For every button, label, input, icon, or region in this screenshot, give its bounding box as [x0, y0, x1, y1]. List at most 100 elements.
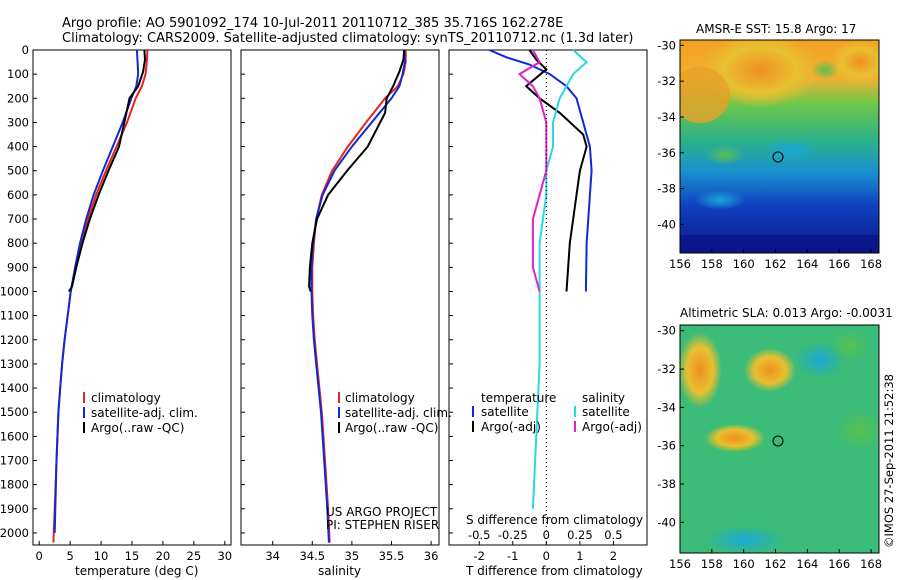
- map-y-tick-label: -32: [657, 362, 676, 376]
- x-tick-label: 15: [125, 549, 140, 563]
- map-x-tick-label: 162: [765, 257, 787, 271]
- depth-tick-label: 1600: [0, 429, 29, 443]
- series-line: [517, 49, 548, 292]
- series-line: [310, 49, 406, 543]
- series-line: [531, 49, 589, 509]
- series-line: [68, 49, 147, 293]
- map-y-tick-label: -40: [657, 217, 676, 231]
- x-tick-label: 35: [345, 549, 360, 563]
- salinity-x-ticks: 34 34.5 35 35.5 36: [265, 541, 438, 563]
- map-y-tick-label: -38: [657, 477, 676, 491]
- map-x-tick-label: 162: [765, 557, 787, 571]
- map-x-tick-label: 168: [860, 557, 882, 571]
- series-line: [52, 49, 149, 543]
- depth-tick-label: 900: [7, 260, 29, 274]
- depth-tick-label: 2000: [0, 526, 29, 540]
- depth-tick-label: 100: [7, 67, 29, 81]
- series-line: [311, 50, 407, 543]
- legend-label-climatology: climatology: [91, 391, 161, 405]
- sla-argo-marker: [772, 435, 784, 447]
- map-x-tick-label: 158: [701, 257, 723, 271]
- x-tick-label: 34: [265, 549, 280, 563]
- x-tick-label: 30: [217, 549, 232, 563]
- depth-tick-label: 300: [7, 115, 29, 129]
- depth-tick-label: 800: [7, 236, 29, 250]
- s-difference-axis-label: S difference from climatology: [466, 513, 643, 527]
- series-line: [308, 49, 406, 292]
- t-difference-axis-label: T difference from climatology: [465, 564, 643, 578]
- s-tick-label: -0.5: [468, 528, 490, 542]
- map-x-tick-label: 164: [796, 557, 818, 571]
- s-difference-x-ticks: -0.5 -0.25 0 0.25 0.5: [468, 528, 623, 542]
- legend-header-salinity: salinity: [582, 391, 625, 405]
- depth-tick-label: 500: [7, 164, 29, 178]
- depth-tick-label: 400: [7, 140, 29, 154]
- legend-header-temperature: temperature: [481, 391, 556, 405]
- sst-map-title: AMSR-E SST: 15.8 Argo: 17: [696, 22, 856, 36]
- sla-map-ticks: 156 158 160 162 164 166 168 -30 -32 -34 -36 -38 -40: [657, 324, 882, 571]
- depth-tick-label: 200: [7, 91, 29, 105]
- copyright-watermark: ©IMOS 27-Sep-2011 21:52:38: [882, 374, 896, 548]
- x-tick-label: 25: [187, 549, 202, 563]
- depth-tick-label: 1500: [0, 405, 29, 419]
- legend-label-s-satellite: satellite: [582, 405, 630, 419]
- figure-title-line1: Argo profile: AO 5901092_174 10-Jul-2011…: [62, 16, 563, 31]
- salinity-axis-label: salinity: [318, 564, 361, 578]
- legend-label-satellite: satellite-adj. clim.: [345, 406, 452, 420]
- x-tick-label: 2: [610, 549, 617, 563]
- depth-tick-label: 1800: [0, 478, 29, 492]
- sla-map-frame: [679, 324, 880, 554]
- series-line: [488, 49, 593, 292]
- depth-tick-label: 1900: [0, 502, 29, 516]
- difference-series: [488, 49, 593, 509]
- salinity-legend: climatology satellite-adj. clim. Argo(..…: [338, 391, 452, 435]
- t-difference-x-ticks: -2 -1 0 1 2: [473, 541, 617, 563]
- map-x-tick-label: 156: [669, 557, 691, 571]
- depth-tick-label: 0: [22, 43, 29, 57]
- sst-map-frame: [679, 39, 880, 254]
- s-tick-label: -0.25: [498, 528, 528, 542]
- salinity-series: [308, 49, 407, 543]
- sla-map-title: Altimetric SLA: 0.013 Argo: -0.0031: [680, 306, 893, 320]
- depth-tick-label: 1400: [0, 381, 29, 395]
- salinity-panel-frame: [240, 49, 440, 546]
- sla-map-field: [680, 325, 879, 553]
- project-credit-line2: PI: STEPHEN RISER: [326, 518, 439, 532]
- series-line: [53, 49, 140, 533]
- temperature-series: [52, 49, 149, 543]
- difference-panel-frame: [448, 49, 648, 546]
- map-y-tick-label: -30: [657, 38, 676, 52]
- project-credit-line1: US ARGO PROJECT: [326, 505, 438, 519]
- temperature-axis-label: temperature (deg C): [75, 564, 198, 578]
- map-x-tick-label: 166: [828, 557, 850, 571]
- difference-legend: temperature salinity satellite Argo(-adj…: [472, 391, 642, 434]
- x-tick-label: 0: [36, 549, 43, 563]
- x-tick-label: 20: [156, 549, 171, 563]
- map-x-tick-label: 166: [828, 257, 850, 271]
- map-y-tick-label: -40: [657, 515, 676, 529]
- x-tick-label: 0: [543, 549, 550, 563]
- figure-title-line2: Climatology: CARS2009. Satellite-adjuste…: [62, 31, 634, 46]
- temperature-legend: climatology satellite-adj. clim. Argo(..…: [83, 391, 198, 435]
- map-y-tick-label: -38: [657, 182, 676, 196]
- sst-argo-marker: [772, 151, 784, 163]
- x-tick-label: 5: [66, 549, 73, 563]
- map-y-tick-label: -34: [657, 400, 676, 414]
- sst-map-ticks: 156 158 160 162 164 166 168 -30 -32 -34 -36 -38 -40: [657, 38, 882, 271]
- legend-label-climatology: climatology: [345, 391, 415, 405]
- map-x-tick-label: 158: [701, 557, 723, 571]
- sst-map-field: [680, 40, 879, 253]
- x-tick-label: 34.5: [299, 549, 325, 563]
- depth-axis: 0 100 200 300 400 500 600 700 800 900 1000 1100 1200…: [0, 43, 453, 540]
- x-tick-label: 10: [94, 549, 109, 563]
- map-y-tick-label: -30: [657, 324, 676, 338]
- series-line: [524, 49, 588, 292]
- legend-label-t-argo: Argo(-adj): [481, 420, 541, 434]
- s-tick-label: 0.5: [604, 528, 622, 542]
- temperature-x-ticks: 0 5 10 15 20 25 30: [36, 541, 232, 563]
- map-y-tick-label: -32: [657, 74, 676, 88]
- x-tick-label: -2: [473, 549, 484, 563]
- depth-tick-label: 1700: [0, 453, 29, 467]
- depth-tick-label: 1000: [0, 284, 29, 298]
- depth-tick-label: 700: [7, 212, 29, 226]
